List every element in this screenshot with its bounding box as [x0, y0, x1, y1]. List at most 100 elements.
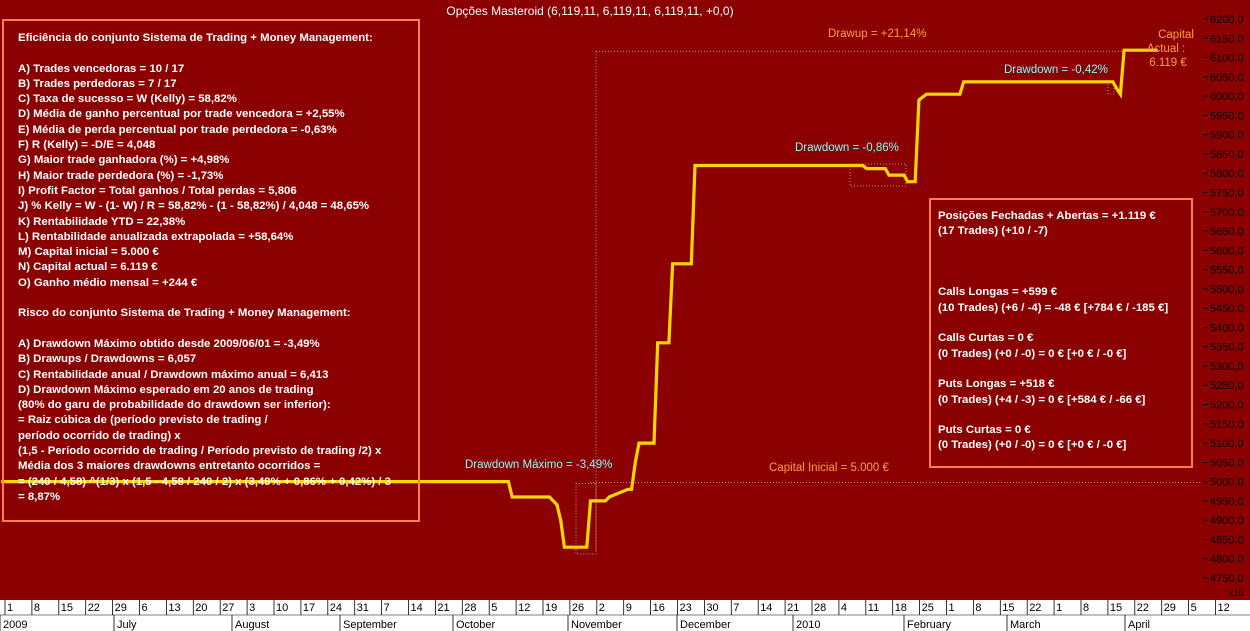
x-axis: 1 8 15 22 29 6 13 20 27 3 10 17 24 31 7 14 21 28 5 12 19 26 2 9…	[0, 588, 1250, 631]
y-tick-label: 6000,0	[1210, 91, 1244, 103]
y-tick-label: 5950,0	[1210, 110, 1244, 122]
x-scale-label: x10	[1229, 588, 1244, 598]
panel-line: Eficiência do conjunto Sistema de Tradin…	[18, 32, 373, 44]
x-tick-label: 10	[276, 602, 288, 614]
panel-line	[938, 408, 1184, 423]
x-tick-label: 14	[411, 602, 423, 614]
month-label: September	[343, 619, 397, 631]
panel-line	[18, 291, 404, 306]
panel-line: Calls Curtas = 0 €	[938, 332, 1034, 345]
x-tick-label: 11	[868, 602, 879, 614]
x-tick-label: 26	[572, 602, 584, 614]
panel-line: A) Trades vencedoras = 10 / 17	[18, 62, 185, 75]
y-tick-label: 6100,0	[1210, 53, 1244, 65]
x-tick-label: 2	[599, 602, 605, 614]
y-tick-label: 6050,0	[1210, 72, 1244, 84]
x-tick-label: 22	[1029, 602, 1041, 614]
panel-line: G) Maior trade ganhadora (%) = +4,98%	[18, 154, 230, 167]
capital-actual-value: 6.119 €	[1149, 57, 1187, 69]
x-tick-label: 1	[7, 602, 13, 614]
panel-line: período ocorrido de trading) x	[18, 429, 181, 442]
x-tick-label: 28	[464, 602, 476, 614]
drawdown-max-label: Drawdown Máximo = -3,49%	[465, 459, 612, 471]
x-tick-label: 31	[357, 602, 369, 614]
panel-line: C) Taxa de sucesso = W (Kelly) = 58,82%	[18, 93, 237, 106]
x-tick-label: 21	[437, 602, 449, 614]
x-tick-label: 4	[841, 602, 847, 614]
positions-summary-panel: Posições Fechadas + Abertas = +1.119 € (1…	[929, 198, 1193, 468]
panel-line	[938, 270, 1184, 285]
x-tick-label: 14	[760, 602, 772, 614]
panel-line: L) Rentabilidade anualizada extrapolada …	[18, 230, 294, 243]
x-tick-label: 16	[653, 602, 665, 614]
chart-title: Opções Masteroid (6,119,11, 6,119,11, 6,…	[446, 4, 734, 18]
drawdown-mid-box	[849, 163, 907, 187]
panel-line: Puts Longas = +518 €	[938, 378, 1055, 391]
panel-line: Média dos 3 maiores drawdowns entretanto…	[18, 460, 321, 473]
y-tick-label: 5600,0	[1210, 245, 1244, 257]
month-label: November	[571, 619, 622, 631]
x-tick-label: 8	[1083, 602, 1089, 614]
panel-line: J) % Kelly = W - (1- W) / R = 58,82% - (…	[18, 200, 370, 213]
drawdown-max-box	[575, 483, 597, 555]
y-tick-label: 5250,0	[1210, 380, 1244, 392]
y-tick-label: 6200,0	[1210, 14, 1244, 26]
y-tick-label: 5350,0	[1210, 342, 1244, 354]
x-tick-label: 5	[1191, 602, 1197, 614]
y-tick-label: 5100,0	[1210, 438, 1244, 450]
panel-line: (80% do garu de probabilidade do drawdow…	[18, 399, 331, 412]
x-tick-label: 24	[330, 602, 342, 614]
y-tick-label: 5800,0	[1210, 168, 1244, 180]
panel-line: Calls Longas = +599 €	[938, 286, 1058, 299]
panel-line: O) Ganho médio mensal = +244 €	[18, 276, 198, 289]
panel-line: H) Maior trade perdedora (%) = -1,73%	[18, 169, 224, 182]
month-label: August	[235, 619, 269, 631]
y-axis-area	[1203, 0, 1250, 600]
panel-line: B) Drawups / Drawdowns = 6,057	[18, 353, 197, 366]
capital-actual-label: Actual :	[1147, 43, 1185, 55]
x-tick-label: 8	[34, 602, 40, 614]
equity-series	[1, 48, 1158, 549]
panel-line: B) Trades perdedoras = 7 / 17	[18, 77, 177, 90]
drawdown-recent-label: Drawdown = -0,42%	[1004, 64, 1108, 76]
panel-line: = Raiz cúbica de (período previsto de tr…	[18, 414, 268, 427]
panel-line: D) Média de ganho percentual por trade v…	[18, 108, 345, 121]
x-tick-label: 19	[545, 602, 557, 614]
panel-line: K) Rentabilidade YTD = 22,38%	[18, 215, 186, 228]
y-tick-label: 5700,0	[1210, 207, 1244, 219]
panel-line: A) Drawdown Máximo obtido desde 2009/06/…	[18, 337, 320, 350]
panel-line	[938, 316, 1184, 331]
x-tick-label: 29	[115, 602, 127, 614]
panel-line: = 8,87%	[18, 490, 61, 503]
x-tick-label: 7	[384, 602, 390, 614]
x-tick-label: 17	[303, 602, 315, 614]
x-axis-band	[0, 600, 1250, 631]
panel-line: (10 Trades) (+6 / -4) = -48 € [+784 € / …	[938, 301, 1169, 314]
y-tick-label: 5850,0	[1210, 149, 1244, 161]
y-tick-label: 5150,0	[1210, 419, 1244, 431]
x-tick-label: 8	[975, 602, 981, 614]
y-tick-label: 6150,0	[1210, 33, 1244, 45]
drawdown-mid-label: Drawdown = -0,86%	[795, 142, 899, 154]
x-tick-label: 13	[168, 602, 180, 614]
x-tick-label: 15	[61, 602, 73, 614]
capital-actual-label: Capital	[1158, 29, 1194, 41]
y-tick-label: 5500,0	[1210, 284, 1244, 296]
month-label: 2009	[3, 619, 27, 631]
y-tick-label: 4950,0	[1210, 496, 1244, 508]
x-tick-label: 20	[195, 602, 207, 614]
panel-line	[18, 46, 404, 61]
month-label: 2010	[796, 619, 820, 631]
panel-line: Puts Curtas = 0 €	[938, 424, 1031, 437]
x-tick-label: 12	[1218, 602, 1230, 614]
panel-line: M) Capital inicial = 5.000 €	[18, 246, 159, 259]
x-tick-label: 28	[814, 602, 826, 614]
month-label: February	[907, 619, 952, 631]
panel-line: (0 Trades) (+4 / -3) = 0 € [+584 € / -66…	[938, 393, 1146, 406]
capital-inicial-label: Capital Inicial = 5.000 €	[769, 462, 889, 474]
y-tick-label: 5650,0	[1210, 226, 1244, 238]
panel-line: (17 Trades) (+10 / -7)	[938, 225, 1048, 238]
panel-line	[938, 255, 1184, 270]
